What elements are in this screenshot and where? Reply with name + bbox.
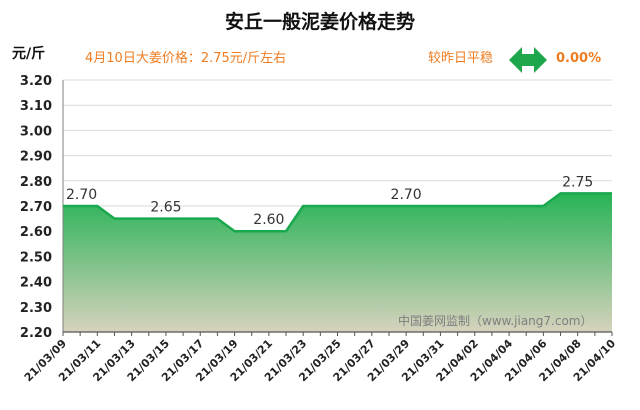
y-tick-label: 3.10 — [20, 99, 52, 114]
data-label: 2.70 — [391, 187, 422, 203]
y-tick-label: 2.50 — [20, 250, 52, 265]
y-tick-label: 2.20 — [20, 326, 52, 341]
data-label: 2.60 — [253, 212, 284, 228]
price-line — [63, 192, 612, 233]
chart-title: 安丘一般泥姜价格走势 — [225, 10, 415, 33]
y-tick-label: 2.70 — [20, 200, 52, 215]
double-arrow-icon — [509, 47, 547, 73]
watermark: 中国姜网监制（www.jiang7.com） — [398, 313, 592, 328]
y-tick-label: 2.60 — [20, 225, 52, 240]
x-axis: 21/03/0921/03/1121/03/1321/03/1521/03/17… — [22, 331, 618, 384]
y-tick-label: 2.30 — [20, 301, 52, 316]
y-tick-label: 2.90 — [20, 150, 52, 165]
data-label: 2.65 — [150, 200, 181, 216]
data-labels: 2.70 2.65 2.60 2.70 2.75 — [66, 174, 593, 228]
y-unit-label: 元/斤 — [12, 45, 45, 62]
data-label: 2.75 — [562, 174, 593, 190]
comparison-value: 0.00% — [556, 51, 601, 66]
y-tick-label: 2.80 — [20, 175, 52, 190]
data-label: 2.70 — [66, 187, 97, 203]
y-tick-label: 2.40 — [20, 276, 52, 291]
y-axis: 3.20 3.10 3.00 2.90 2.80 2.70 2.60 2.50 2.40 2.30… — [20, 74, 64, 341]
y-tick-label: 3.00 — [20, 124, 52, 139]
area-fill — [63, 193, 612, 332]
comparison-label: 较昨日平稳 — [428, 50, 493, 66]
y-tick-label: 3.20 — [20, 74, 52, 89]
price-note: 4月10日大姜价格：2.75元/斤左右 — [85, 50, 286, 66]
